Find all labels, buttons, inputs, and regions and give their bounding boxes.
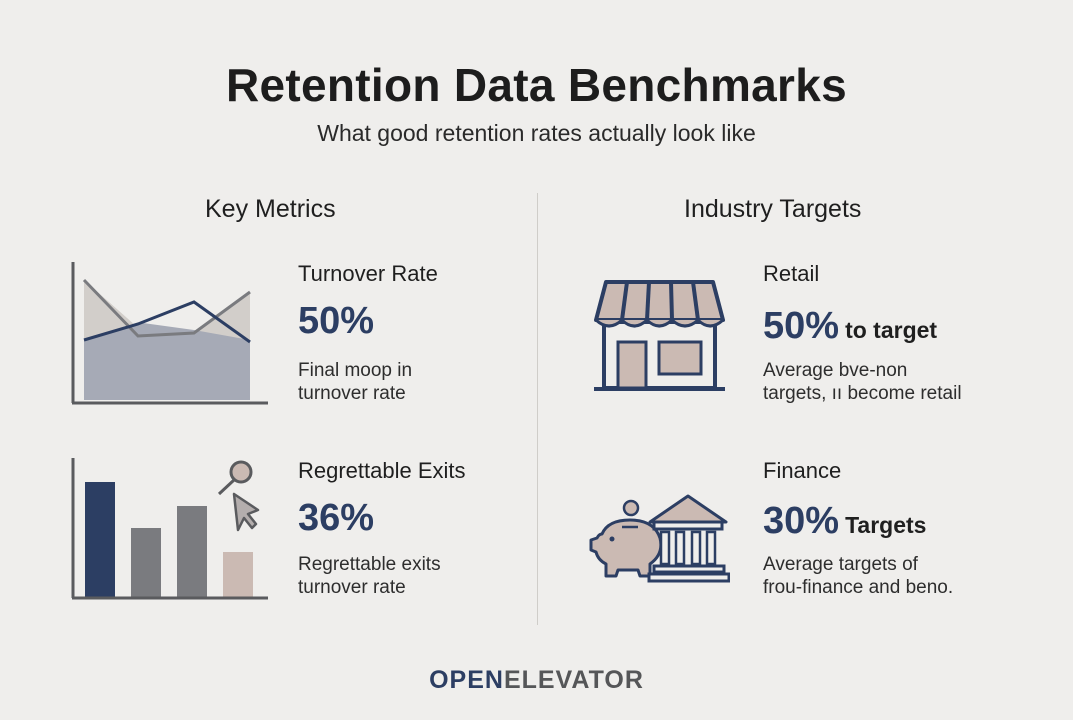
finance-title: Finance	[763, 458, 842, 483]
retail-value-suffix: to target	[845, 317, 938, 343]
area-chart-icon	[71, 262, 268, 405]
industry-targets-heading: Industry Targets	[684, 195, 862, 223]
storefront-icon	[594, 280, 725, 391]
regrettable-exits-value: 36%	[298, 497, 375, 539]
bank-building-icon	[647, 494, 730, 583]
turnover-rate-description: Final moop in turnover rate	[298, 360, 413, 404]
regrettable-exits-title: Regrettable Exits	[298, 458, 466, 483]
regrettable-exits-description: Regrettable exits turnover rate	[298, 554, 441, 598]
piggy-bank-icon	[589, 499, 663, 578]
bar-chart-icon	[71, 458, 268, 600]
turnover-rate-value: 50%	[298, 300, 375, 342]
finance-value: 30% Targets	[763, 500, 927, 542]
key-metrics-heading: Key Metrics	[205, 195, 336, 223]
retail-description: Average bve-non targets, ıı become retai…	[763, 360, 962, 404]
retail-value: 50% to target	[763, 305, 938, 347]
finance-description: Average targets of frou-finance and beno…	[763, 554, 954, 598]
finance-value-suffix: Targets	[845, 512, 927, 538]
page-title: Retention Data Benchmarks	[226, 59, 847, 111]
brand-logo: OPENELEVATOR	[429, 666, 644, 694]
turnover-rate-title: Turnover Rate	[298, 261, 438, 286]
person-cursor-icon	[217, 460, 260, 532]
page-subtitle: What good retention rates actually look …	[317, 120, 756, 146]
retail-title: Retail	[763, 261, 820, 286]
column-divider	[537, 193, 538, 625]
